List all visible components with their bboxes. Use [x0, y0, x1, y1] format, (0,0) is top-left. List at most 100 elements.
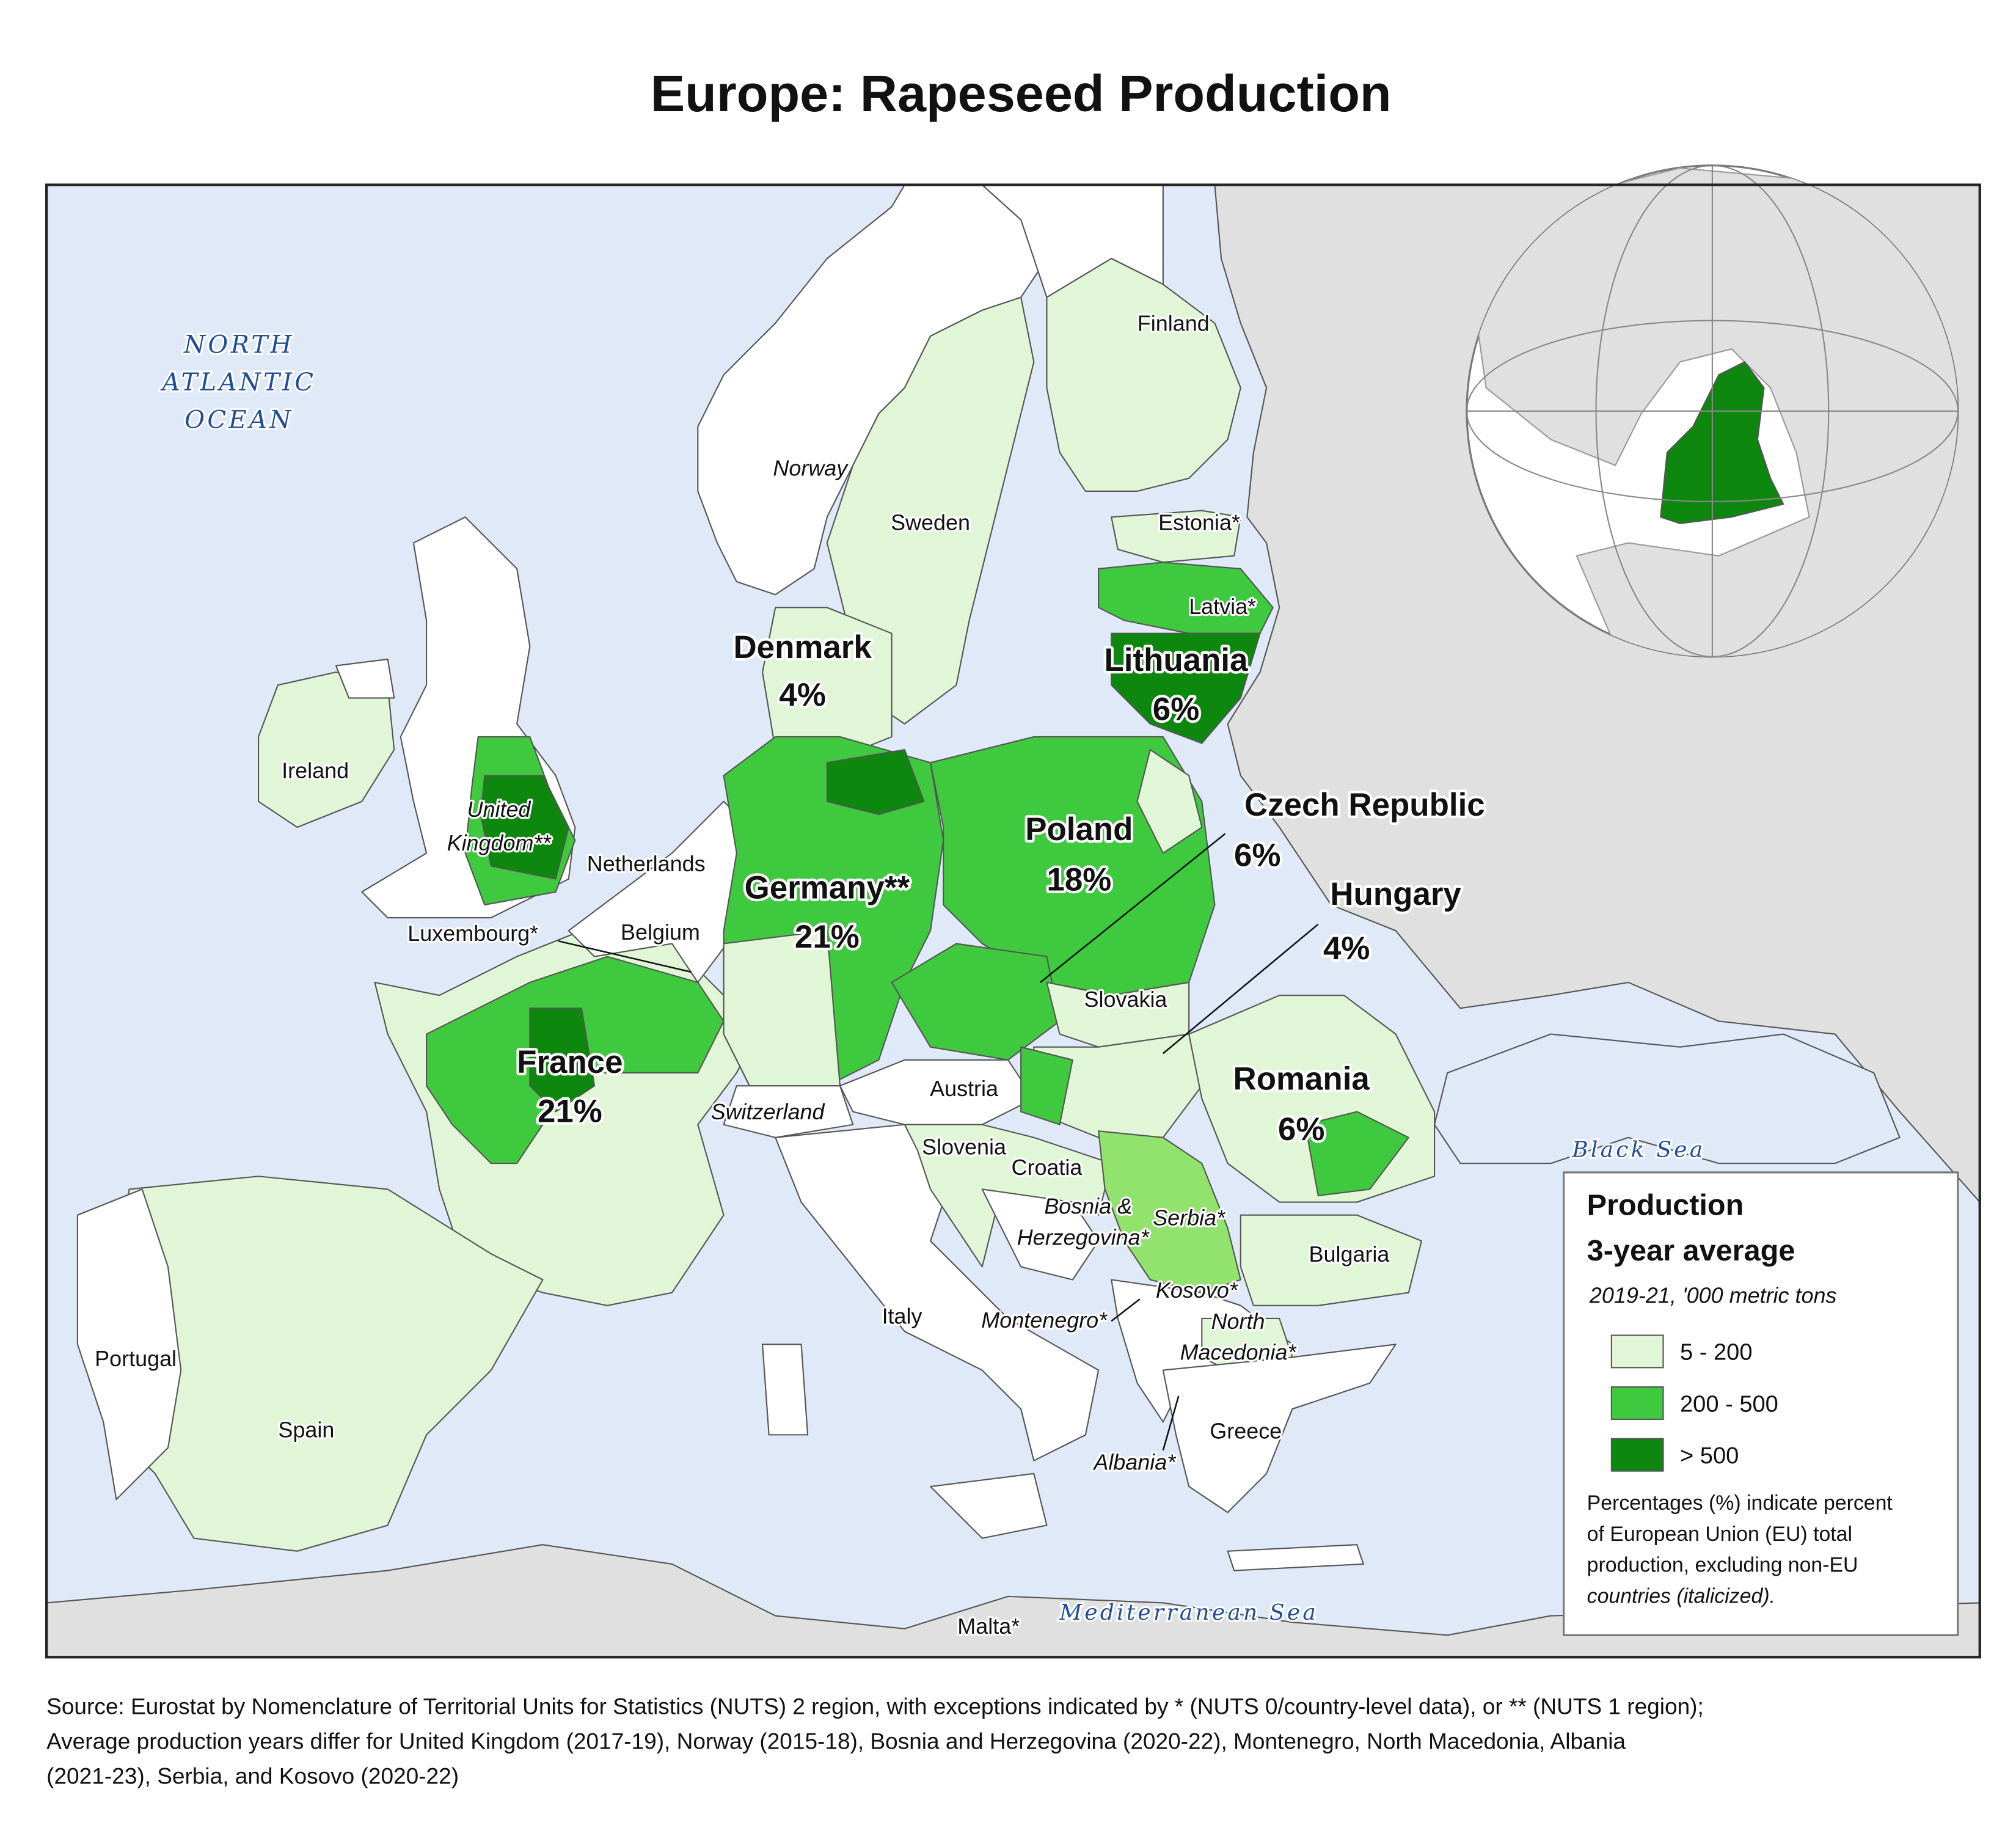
country-label: United	[467, 797, 531, 822]
title: Europe: Rapeseed Production	[651, 64, 1392, 122]
legend-swatch	[1610, 1438, 1664, 1472]
country-name: Lithuania	[1105, 642, 1249, 678]
austria	[839, 1059, 1035, 1125]
globe-europe	[1660, 361, 1784, 524]
legend-swatch	[1610, 1386, 1664, 1421]
source-line: Source: Eurostat by Nomenclature of Terr…	[46, 1693, 1704, 1719]
globe-inset	[1466, 164, 1959, 658]
country-label: Italy	[882, 1303, 922, 1328]
sea-label: Mediterranean Sea	[1059, 1600, 1318, 1625]
finland	[1046, 258, 1241, 492]
leaders	[558, 833, 1319, 1451]
sweden	[826, 296, 1035, 725]
share-label: 21%	[795, 919, 860, 955]
country-label: Malta*	[957, 1614, 1020, 1639]
share-label: 18%	[1046, 862, 1111, 898]
country-label: Croatia	[1012, 1155, 1083, 1180]
country-label: Slovakia	[1084, 987, 1167, 1012]
country-label: Macedonia*	[1180, 1340, 1297, 1365]
country-label: Bosnia &	[1044, 1194, 1132, 1219]
country-label: North	[1211, 1309, 1265, 1334]
share-label: 6%	[1153, 691, 1199, 727]
country-label: Switzerland	[711, 1099, 825, 1124]
bulgaria	[1240, 1214, 1422, 1306]
poland-east	[1136, 749, 1203, 854]
source-line: (2021-23), Serbia, and Kosovo (2020-22)	[46, 1763, 459, 1789]
country-label: Sweden	[891, 510, 970, 535]
country-name: Poland	[1025, 811, 1133, 847]
country-label: Kingdom**	[447, 830, 552, 855]
hungary-west	[1020, 1046, 1073, 1125]
legend-note: Percentages (%) indicate percent	[1587, 1491, 1893, 1515]
major-labels: Denmark 4% Lithuania 6% Czech Republic 6…	[514, 627, 1488, 1150]
england-south-east	[480, 775, 569, 880]
legend-label: 5 - 200	[1680, 1340, 1752, 1366]
country-name: Germany**	[745, 869, 910, 905]
estonia	[1111, 510, 1241, 563]
source-line: Average production years differ for Unit…	[46, 1728, 1626, 1754]
ocean-label: NORTH	[183, 331, 294, 359]
country-label: Slovenia	[922, 1134, 1006, 1159]
country-label: Albania*	[1092, 1449, 1176, 1474]
country-label: Latvia*	[1189, 594, 1256, 619]
country-label: Greece	[1210, 1419, 1282, 1444]
northern-ireland	[335, 658, 395, 699]
legend-title: 3-year average	[1587, 1234, 1795, 1267]
source: Source: Eurostat by Nomenclature of Terr…	[46, 1693, 1704, 1788]
legend-note: production, excluding non-EU	[1587, 1554, 1858, 1577]
france-centre	[529, 1008, 596, 1113]
country-label: Estonia*	[1158, 510, 1240, 535]
sardinia	[762, 1344, 809, 1436]
country-label: Finland	[1138, 311, 1210, 336]
country-label: Kosovo*	[1156, 1278, 1238, 1303]
water-labels: NORTH ATLANTIC OCEAN Black Sea Mediterra…	[158, 329, 1705, 1627]
country-label: Serbia*	[1153, 1205, 1225, 1231]
serbia	[1098, 1130, 1241, 1293]
legend-swatch	[1610, 1334, 1664, 1369]
share-label: 6%	[1234, 837, 1280, 873]
legend-title: Production	[1587, 1189, 1744, 1222]
portugal	[76, 1188, 182, 1501]
legend-label: 200 - 500	[1680, 1391, 1778, 1417]
country-label: Ireland	[282, 758, 349, 783]
country-label: Netherlands	[587, 851, 706, 876]
ocean-label: ATLANTIC	[159, 368, 316, 397]
switzerland	[723, 1085, 854, 1138]
sea-label: Black Sea	[1571, 1138, 1705, 1163]
country-labels: Finland Norway Sweden Estonia* Latvia* I…	[93, 309, 1392, 1640]
country-label: Norway	[773, 456, 849, 481]
share-label: 6%	[1278, 1111, 1324, 1147]
country-label: Spain	[278, 1417, 334, 1443]
share-label: 4%	[1323, 931, 1370, 967]
legend-note: of European Union (EU) total	[1587, 1523, 1852, 1546]
country-label: Bulgaria	[1309, 1242, 1390, 1267]
sicily	[930, 1472, 1048, 1539]
leader-line	[1162, 1395, 1180, 1451]
country-name: Czech Republic	[1244, 787, 1485, 823]
country-name: Denmark	[734, 629, 872, 665]
country-label: Herzegovina*	[1017, 1224, 1150, 1249]
black-sea	[1434, 1033, 1901, 1165]
country-label: Belgium	[621, 920, 700, 945]
country-name: France	[517, 1044, 623, 1080]
romania-centre	[1304, 1111, 1409, 1197]
country-label: Montenegro*	[981, 1308, 1108, 1333]
country-name: Romania	[1233, 1061, 1370, 1097]
legend: Production 3-year average 2019-21, '000 …	[1563, 1171, 1959, 1636]
leader-line	[1040, 833, 1226, 983]
leader-line	[558, 940, 692, 973]
share-label: 21%	[538, 1093, 602, 1129]
country-label: Austria	[930, 1076, 998, 1101]
legend-label: > 500	[1680, 1443, 1739, 1469]
crete	[1227, 1544, 1364, 1571]
lithuania	[1111, 632, 1261, 744]
legend-subtitle: 2019-21, '000 metric tons	[1589, 1283, 1837, 1308]
country-label: Portugal	[95, 1346, 177, 1371]
leader-line	[1163, 923, 1319, 1055]
ocean-label: OCEAN	[184, 406, 293, 434]
country-name: Hungary	[1330, 876, 1461, 912]
greece	[1162, 1344, 1397, 1513]
germany-north-east	[826, 749, 925, 815]
